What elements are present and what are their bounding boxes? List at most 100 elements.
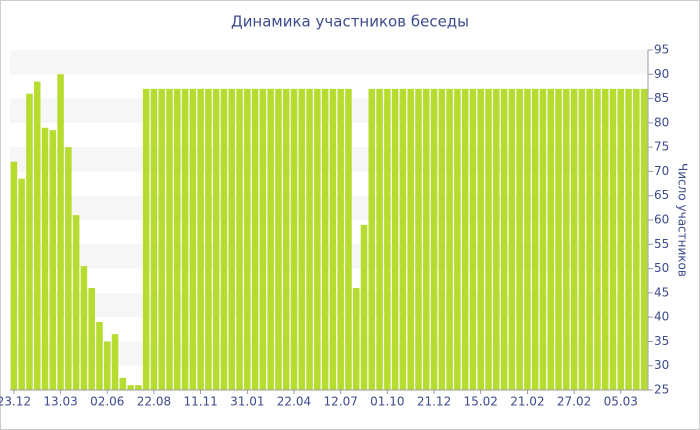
y-tick-label: 30	[654, 358, 669, 372]
bar	[181, 88, 189, 390]
bar	[407, 88, 414, 390]
y-axis-title: Число участников	[676, 163, 690, 277]
bar	[477, 88, 484, 390]
x-tick-label: 11.11	[183, 395, 217, 409]
x-tick-label: 05.03	[604, 395, 638, 409]
bar	[493, 88, 500, 390]
bar	[625, 88, 632, 390]
bar	[119, 377, 127, 390]
y-tick-label: 60	[654, 213, 669, 227]
bar	[516, 88, 523, 390]
bar	[352, 288, 360, 390]
bar	[166, 88, 173, 390]
x-tick-label: 31.01	[230, 395, 264, 409]
x-tick-label: 23.12	[0, 395, 31, 409]
bar	[321, 88, 329, 390]
y-tick-label: 70	[654, 164, 669, 178]
bar	[244, 88, 251, 390]
x-tick-label: 27.02	[557, 395, 591, 409]
x-tick-label: 22.08	[137, 395, 171, 409]
bar	[10, 161, 18, 390]
x-tick-label: 01.10	[370, 395, 404, 409]
bar	[547, 88, 555, 390]
bar	[259, 88, 267, 390]
y-tick-label: 75	[654, 140, 669, 154]
bar	[446, 88, 453, 390]
x-tick-label: 13.03	[43, 395, 77, 409]
x-tick-label: 21.12	[417, 395, 451, 409]
bar	[617, 88, 625, 390]
y-tick-label: 95	[654, 43, 669, 57]
y-tick-label: 90	[654, 67, 669, 81]
bar	[267, 88, 274, 390]
bar	[469, 88, 477, 390]
bar	[454, 88, 461, 390]
bar	[594, 88, 601, 390]
bar	[531, 88, 539, 390]
bar	[399, 88, 407, 390]
bar	[80, 266, 88, 390]
bar	[298, 88, 306, 390]
grid-band	[10, 50, 648, 75]
bar	[49, 130, 57, 390]
bar	[189, 88, 197, 390]
bar	[438, 88, 446, 390]
bar	[384, 88, 391, 390]
bar	[609, 88, 617, 390]
bar	[570, 88, 578, 390]
y-tick-label: 85	[654, 91, 669, 105]
bar	[135, 385, 142, 390]
y-tick-label: 45	[654, 285, 669, 299]
bar	[290, 88, 298, 390]
bar	[306, 88, 313, 390]
bar	[111, 334, 119, 390]
y-tick-label: 80	[654, 115, 669, 129]
y-tick-label: 65	[654, 188, 669, 202]
bar	[150, 88, 158, 390]
bar	[205, 88, 212, 390]
bar	[485, 88, 492, 390]
bar	[430, 88, 438, 390]
x-tick-label: 12.07	[323, 395, 357, 409]
bar	[415, 88, 422, 390]
bar	[422, 88, 430, 390]
bar	[500, 88, 508, 390]
bar	[345, 88, 352, 390]
y-tick-label: 40	[654, 310, 669, 324]
bar	[640, 88, 648, 390]
bar	[127, 385, 134, 390]
bar	[88, 288, 95, 390]
bar	[142, 88, 150, 390]
bar	[103, 341, 111, 390]
bar	[236, 88, 243, 390]
bar	[220, 88, 228, 390]
y-tick-label: 35	[654, 334, 669, 348]
bar	[251, 88, 259, 390]
bar	[282, 88, 290, 390]
bar	[65, 147, 72, 390]
y-tick-label: 55	[654, 237, 669, 251]
x-tick-label: 02.06	[90, 395, 124, 409]
bar	[275, 88, 282, 390]
bar	[158, 88, 165, 390]
bar	[391, 88, 399, 390]
bar	[563, 88, 570, 390]
x-tick-label: 21.02	[510, 395, 544, 409]
bar	[360, 224, 368, 390]
x-tick-label: 22.04	[277, 395, 311, 409]
bar	[212, 88, 220, 390]
bar	[524, 88, 531, 390]
bar	[539, 88, 547, 390]
bar	[18, 178, 25, 390]
chart-title: Динамика участников беседы	[231, 13, 469, 31]
bar	[26, 93, 33, 390]
bar	[174, 88, 181, 390]
bar	[601, 88, 609, 390]
bar	[72, 215, 80, 390]
bar	[461, 88, 469, 390]
x-tick-label: 15.02	[464, 395, 498, 409]
bar	[508, 88, 516, 390]
bar	[578, 88, 586, 390]
bar	[41, 127, 49, 390]
